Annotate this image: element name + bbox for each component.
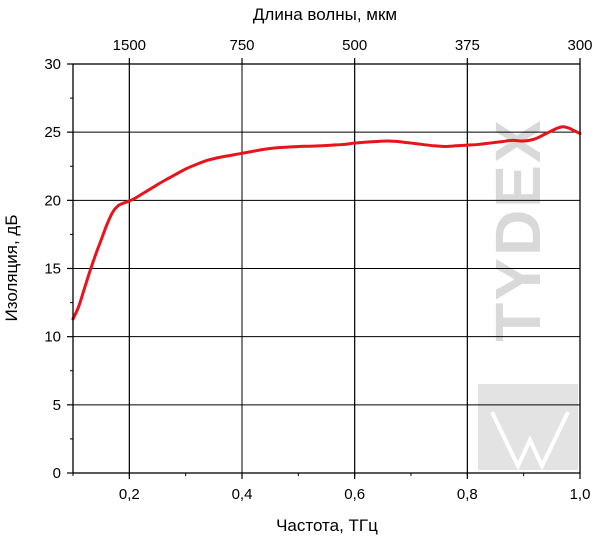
x-tick-label: 0,4 — [232, 486, 253, 503]
x2-tick-label: 300 — [567, 37, 592, 54]
watermark-brand: TYDEX — [482, 118, 554, 341]
watermark-emblem — [478, 384, 578, 470]
x-axis-title: Частота, ТГц — [276, 516, 378, 535]
y-axis-title: Изоляция, дБ — [2, 215, 21, 322]
ticks: 0,2 0,4 0,6 0,8 1,0 0 5 10 15 20 25 30 1500 750 500 375… — [44, 37, 592, 503]
watermark: TYDEX — [478, 118, 578, 471]
y-tick-label: 20 — [44, 192, 61, 209]
y-tick-label: 10 — [44, 329, 61, 346]
x-tick-label: 0,6 — [344, 486, 365, 503]
y-tick-label: 15 — [44, 261, 61, 278]
x-tick-label: 0,8 — [457, 486, 478, 503]
x2-axis-title: Длина волны, мкм — [253, 5, 397, 24]
x2-tick-label: 1500 — [113, 37, 146, 54]
grid — [73, 64, 580, 473]
x-tick-label: 0,2 — [119, 486, 140, 503]
y-tick-label: 5 — [53, 397, 61, 414]
y-tick-label: 25 — [44, 124, 61, 141]
x-tick-label: 1,0 — [570, 486, 591, 503]
series-layer — [71, 125, 582, 321]
watermark-emblem-mark — [490, 411, 570, 471]
x2-tick-label: 500 — [342, 37, 367, 54]
series-line — [71, 125, 582, 321]
x2-tick-label: 375 — [455, 37, 480, 54]
y-tick-label: 0 — [53, 465, 61, 482]
x2-tick-label: 750 — [229, 37, 254, 54]
y-tick-label: 30 — [44, 56, 61, 73]
